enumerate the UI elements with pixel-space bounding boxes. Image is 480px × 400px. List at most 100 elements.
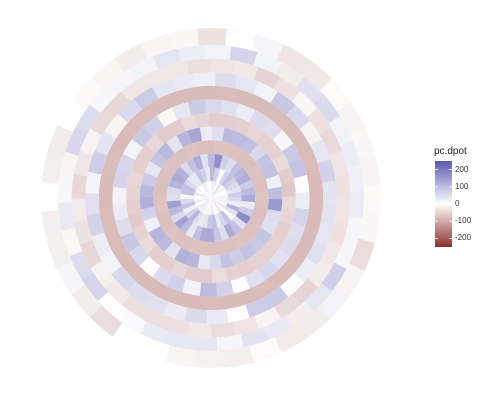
heatmap-cell (230, 233, 246, 250)
heatmap-cell (253, 66, 282, 90)
heatmap-cell (156, 107, 178, 128)
heatmap-cell (281, 143, 302, 165)
heatmap-cell (187, 127, 203, 144)
heatmap-cell (211, 198, 220, 215)
heatmap-cell (194, 197, 211, 201)
legend-tick-label: 0 (455, 199, 460, 208)
heatmap-cell (136, 335, 171, 362)
heatmap-cell (231, 131, 249, 149)
heatmap-cell (240, 200, 255, 211)
heatmap-cell (224, 205, 239, 217)
heatmap-cell (127, 169, 144, 188)
heatmap-cell (199, 198, 211, 213)
heatmap-cell (222, 208, 236, 221)
heatmap-cell (41, 208, 63, 241)
heatmap-cell (299, 149, 320, 173)
heatmap-cell (211, 187, 226, 198)
heatmap-cell (199, 85, 221, 100)
heatmap-cell (279, 273, 305, 299)
heatmap-cell (118, 118, 142, 143)
heatmap-cell (296, 306, 331, 339)
heatmap-cell (131, 223, 150, 243)
heatmap-cell (211, 182, 220, 198)
heatmap-cell (251, 34, 286, 61)
heatmap-cell (143, 216, 161, 233)
heatmap-cell (212, 126, 226, 142)
heatmap-cell (121, 76, 149, 102)
heatmap-cell (267, 266, 292, 290)
heatmap-cell (211, 195, 228, 199)
heatmap-cell (306, 205, 323, 227)
heatmap-cell (225, 203, 241, 213)
heatmap-cell (98, 188, 113, 210)
heatmap-cell (251, 208, 268, 222)
heatmap-cell (293, 257, 318, 284)
heatmap-cell (209, 167, 216, 182)
heatmap-cell (286, 222, 306, 243)
heatmap-cell (319, 78, 352, 113)
heatmap-cell (359, 155, 381, 188)
heatmap-cell (291, 132, 313, 157)
heatmap-cell (253, 81, 279, 104)
heatmap-cell (87, 149, 108, 175)
heatmap-cell (152, 77, 178, 99)
heatmap-cell (59, 150, 79, 180)
heatmap-cell (281, 181, 296, 198)
heatmap-cell (262, 286, 289, 310)
heatmap-cell (348, 191, 364, 220)
heatmap-cell (80, 271, 109, 302)
heatmap-cell (99, 249, 123, 276)
heatmap-cell (155, 233, 174, 252)
heatmap-cell (334, 173, 351, 200)
heatmap-cell (140, 306, 169, 330)
heatmap-cell (57, 98, 88, 133)
heatmap-cell (236, 172, 252, 186)
heatmap-cell (300, 222, 320, 246)
heatmap-cell (247, 215, 265, 231)
heatmap-cell (153, 202, 169, 215)
heatmap-cell (348, 238, 375, 273)
heatmap-cell (112, 185, 127, 204)
heatmap-cell (207, 241, 218, 256)
heatmap-cell (221, 114, 240, 131)
heatmap-cell (194, 140, 207, 156)
heatmap-cell (272, 130, 294, 152)
heatmap-cell (144, 160, 162, 178)
heatmap-cell (180, 198, 195, 205)
heatmap-cell (262, 315, 293, 341)
heatmap-cell (314, 221, 335, 247)
heatmap-cell (277, 167, 295, 185)
heatmap-cell (225, 28, 258, 51)
heatmap-cell (116, 307, 147, 334)
heatmap-cell (223, 237, 237, 254)
heatmap-cell (295, 192, 310, 211)
heatmap-cell (306, 260, 332, 289)
heatmap-cell (211, 198, 228, 204)
heatmap-cell (238, 206, 254, 218)
heatmap-cell (235, 89, 259, 109)
heatmap-cell (184, 222, 198, 238)
heatmap-cell (204, 45, 233, 61)
heatmap-cell (211, 198, 217, 215)
heatmap-cell (198, 282, 217, 297)
heatmap-cell (166, 200, 182, 210)
heatmap-cell (291, 238, 314, 263)
heatmap-cell (299, 59, 334, 92)
heatmap-cell (322, 180, 337, 204)
heatmap-cell (68, 249, 94, 280)
heatmap-cell (173, 247, 191, 265)
heatmap-cell (111, 321, 146, 352)
heatmap-cell (194, 192, 211, 198)
heatmap-cell (86, 212, 105, 237)
heatmap-cell (197, 198, 211, 212)
heatmap-cell (305, 167, 323, 190)
heatmap-cell (234, 74, 260, 95)
heatmap-cell (170, 210, 186, 224)
heatmap-cell (58, 176, 74, 205)
heatmap-cell (119, 254, 143, 279)
heatmap-cell (257, 259, 279, 281)
legend-tick-label: -200 (455, 233, 472, 243)
heatmap-cell (320, 262, 347, 293)
heatmap-cell (246, 163, 263, 179)
heatmap-cell (210, 198, 214, 215)
